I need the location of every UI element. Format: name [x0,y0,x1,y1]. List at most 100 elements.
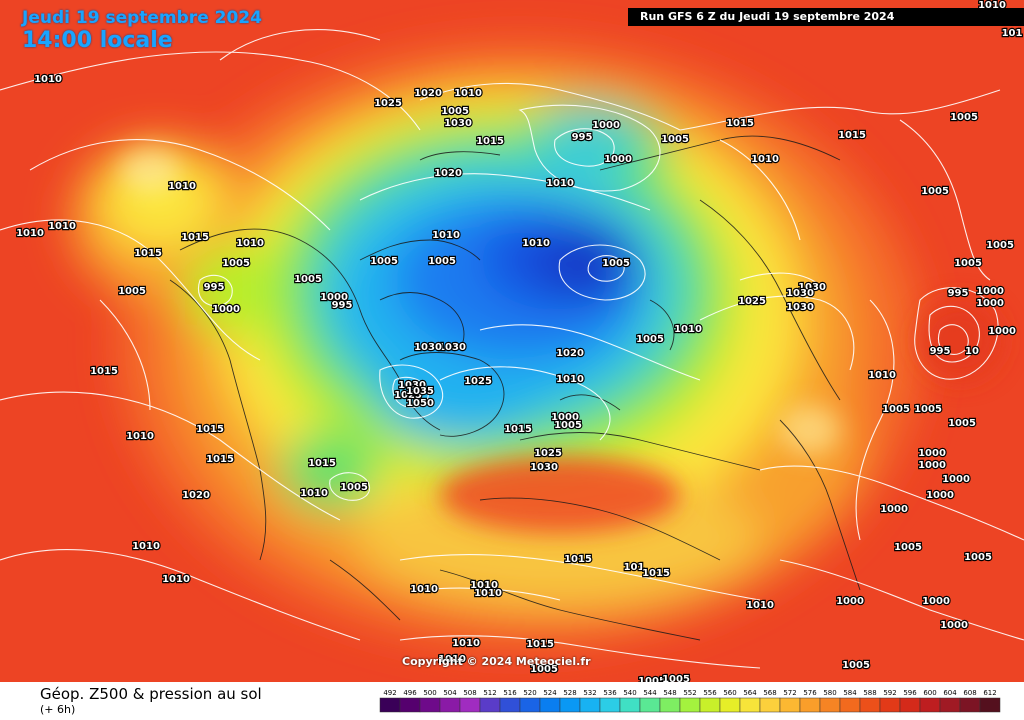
pressure-label: 1015 [134,248,162,259]
legend-color-swatch [939,697,961,713]
pressure-label: 1010 [132,541,160,552]
legend-tick-label: 600 [923,689,936,697]
legend-color-swatch [579,697,601,713]
legend-color-swatch [899,697,921,713]
legend-tick-label: 560 [723,689,736,697]
legend-tick-label: 612 [983,689,996,697]
pressure-label: 995 [332,300,353,311]
pressure-label: 1005 [441,106,469,117]
map-caption-subtitle: (+ 6h) [40,703,76,716]
pressure-label: 1005 [950,112,978,123]
pressure-label: 1000 [926,490,954,501]
pressure-label: 1010 [438,654,466,665]
legend-tick-label: 496 [403,689,417,697]
legend-tick-label: 544 [643,689,657,697]
pressure-label: 1010 [751,154,779,165]
legend-tick-label: 572 [783,689,796,697]
legend-color-swatch [639,697,661,713]
legend-tick-label: 588 [863,689,876,697]
pressure-label: 101 [1002,28,1023,39]
legend-color-swatch [699,697,721,713]
pressure-label: 1010 [432,230,460,241]
pressure-label: 101 [624,562,645,573]
pressure-label: 1010 [556,374,584,385]
legend-color-swatch [379,697,401,713]
pressure-label: 1010 [16,228,44,239]
map-caption-title: Géop. Z500 & pression au sol [40,685,262,703]
pressure-label: 1010 [162,574,190,585]
pressure-label: 1005 [530,664,558,675]
pressure-label: 1010 [168,181,196,192]
pressure-label: 1000 [918,460,946,471]
pressure-label: 1010 [452,638,480,649]
pressure-label: 1015 [206,454,234,465]
coastlines [169,135,861,641]
pressure-label: 1035 [406,386,434,397]
pressure-label: 1015 [838,130,866,141]
pressure-label: 1005 [842,660,870,671]
pressure-label: 1020 [556,348,584,359]
legend-color-swatch [959,697,981,713]
pressure-label: 1005 [428,256,456,267]
copyright-notice: Copyright © 2024 Meteociel.fr [402,655,591,668]
pressure-label: 1005 [294,274,322,285]
legend-color-swatch [419,697,441,713]
legend-tick-label: 548 [663,689,676,697]
pressure-label: 1005 [921,186,949,197]
legend-color-swatch [519,697,541,713]
legend-tick-label: 532 [583,689,596,697]
pressure-label: 1015 [181,232,209,243]
legend-tick-label: 592 [883,689,896,697]
pressure-label: 1025 [534,448,562,459]
legend-color-swatch [559,697,581,713]
pressure-label: 995 [204,282,225,293]
pressure-label: 1005 [636,334,664,345]
legend-color-swatch [599,697,621,713]
forecast-date: Jeudi 19 septembre 2024 [22,8,262,28]
pressure-label: 1005 [954,258,982,269]
pressure-label: 1005 [986,240,1014,251]
pressure-label: 995 [572,132,593,143]
legend-tick-label: 504 [443,689,457,697]
legend-color-swatch [439,697,461,713]
legend-tick-label: 516 [503,689,517,697]
pressure-label: 1010 [454,88,482,99]
pressure-label: 1000 [976,286,1004,297]
pressure-label: 1010 [48,221,76,232]
pressure-label: 1010 [674,324,702,335]
pressure-label: 1000 [918,448,946,459]
pressure-label: 1015 [476,136,504,147]
color-scale-legend: 492 496 500 504 508 512 516 520 524 528 532 536 540 5… [379,689,1001,713]
model-run-banner: Run GFS 6 Z du Jeudi 19 septembre 2024 [628,8,1024,26]
pressure-label: 1015 [564,554,592,565]
pressure-label: 1030 [414,342,442,353]
legend-color-swatch [879,697,901,713]
map-footer: Géop. Z500 & pression au sol (+ 6h) 492 4… [0,682,1024,720]
pressure-label: 1020 [182,490,210,501]
pressure-label: 1010 [470,580,498,591]
pressure-label: 1025 [738,296,766,307]
pressure-label: 1030 [438,342,466,353]
pressure-label: 1015 [90,366,118,377]
pressure-label: 1005 [948,418,976,429]
pressure-label: 1005 [964,552,992,563]
pressure-label: 1015 [308,458,336,469]
pressure-label: 1010 [300,488,328,499]
pressure-label: 1005 [914,404,942,415]
pressure-label: 1005 [602,258,630,269]
pressure-label: 1030 [398,380,426,391]
pressure-label: 1010 [410,584,438,595]
legend-tick-label: 552 [683,689,696,697]
legend-tick-label: 580 [823,689,836,697]
pressure-label: 1005 [118,286,146,297]
pressure-label: 1015 [526,639,554,650]
pressure-label: 1015 [504,424,532,435]
legend-tick-label: 528 [563,689,576,697]
isobars [0,29,1024,669]
legend-color-swatch [459,697,481,713]
pressure-label: 1010 [126,431,154,442]
pressure-label: 1010 [746,600,774,611]
legend-tick-label: 576 [803,689,817,697]
legend-color-swatch [739,697,761,713]
